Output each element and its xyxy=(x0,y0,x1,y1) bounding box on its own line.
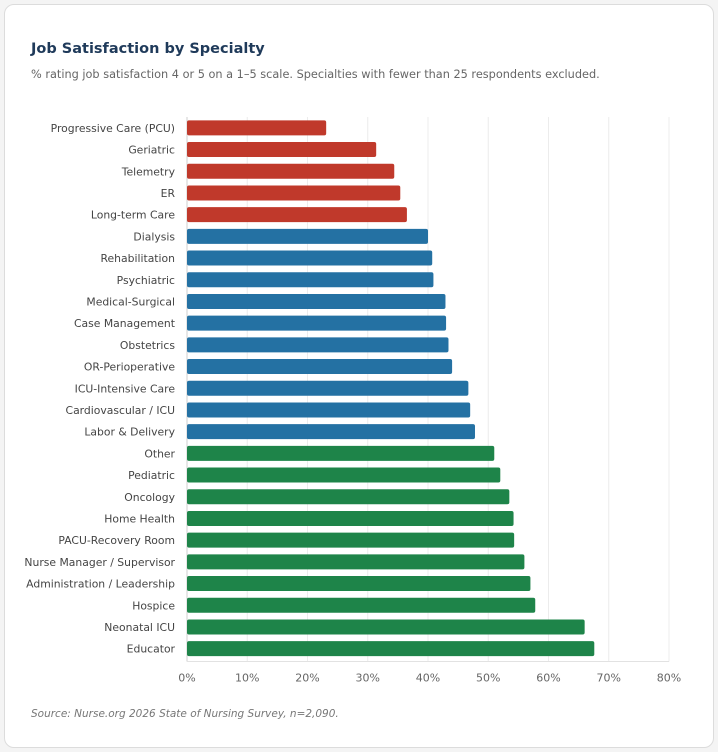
bar xyxy=(187,293,446,309)
chart-subtitle: % rating job satisfaction 4 or 5 on a 1–… xyxy=(31,68,600,81)
bar xyxy=(187,120,327,136)
bar xyxy=(187,185,401,201)
category-label: Psychiatric xyxy=(117,274,175,287)
x-tick-label: 30% xyxy=(356,672,380,685)
category-label: Neonatal ICU xyxy=(104,621,175,634)
bar xyxy=(187,250,433,266)
category-label: Administration / Leadership xyxy=(26,578,175,591)
x-tick-label: 50% xyxy=(476,672,500,685)
category-label: Cardiovascular / ICU xyxy=(66,404,175,417)
chart-source: Source: Nurse.org 2026 State of Nursing … xyxy=(31,708,339,720)
bar xyxy=(187,489,510,505)
category-label: Telemetry xyxy=(121,165,176,178)
x-tick-label: 80% xyxy=(657,672,681,685)
category-label: Pediatric xyxy=(128,469,175,482)
bar xyxy=(187,142,377,158)
bar xyxy=(187,554,525,570)
category-label: PACU-Recovery Room xyxy=(58,534,175,547)
category-label: Progressive Care (PCU) xyxy=(51,122,175,135)
bar xyxy=(187,576,531,592)
bar xyxy=(187,359,453,375)
category-label: Other xyxy=(144,447,175,460)
bar xyxy=(187,315,447,331)
x-tick-label: 20% xyxy=(295,672,319,685)
category-label: OR-Perioperative xyxy=(84,361,175,374)
bar xyxy=(187,619,585,635)
category-label: Home Health xyxy=(104,512,175,525)
bar xyxy=(187,510,514,526)
category-label: Geriatric xyxy=(128,144,175,157)
bar xyxy=(187,641,595,657)
category-label: Medical-Surgical xyxy=(86,295,175,308)
x-tick-label: 60% xyxy=(536,672,560,685)
bar xyxy=(187,207,407,223)
bar xyxy=(187,445,495,461)
bar xyxy=(187,337,449,353)
bar xyxy=(187,163,395,179)
category-label: Educator xyxy=(127,643,176,656)
category-label: Oncology xyxy=(124,491,175,504)
category-label: Case Management xyxy=(74,317,175,330)
category-label: Obstetrics xyxy=(120,339,175,352)
chart-title: Job Satisfaction by Specialty xyxy=(31,41,265,57)
bar xyxy=(187,272,434,288)
x-tick-label: 70% xyxy=(597,672,621,685)
x-tick-label: 0% xyxy=(178,672,195,685)
category-label: Nurse Manager / Supervisor xyxy=(24,556,175,569)
x-tick-label: 10% xyxy=(235,672,259,685)
bar xyxy=(187,228,428,244)
bar xyxy=(187,467,501,483)
category-label: Labor & Delivery xyxy=(84,426,175,439)
category-label: Hospice xyxy=(132,599,175,612)
bar xyxy=(187,380,469,396)
bar xyxy=(187,424,475,440)
bar xyxy=(187,532,515,548)
category-label: Rehabilitation xyxy=(100,252,175,265)
category-label: ER xyxy=(161,187,176,200)
bar xyxy=(187,597,536,613)
category-label: ICU-Intensive Care xyxy=(75,382,176,395)
category-label: Long-term Care xyxy=(91,209,175,222)
category-label: Dialysis xyxy=(133,230,175,243)
x-tick-label: 40% xyxy=(416,672,440,685)
bar xyxy=(187,402,471,418)
